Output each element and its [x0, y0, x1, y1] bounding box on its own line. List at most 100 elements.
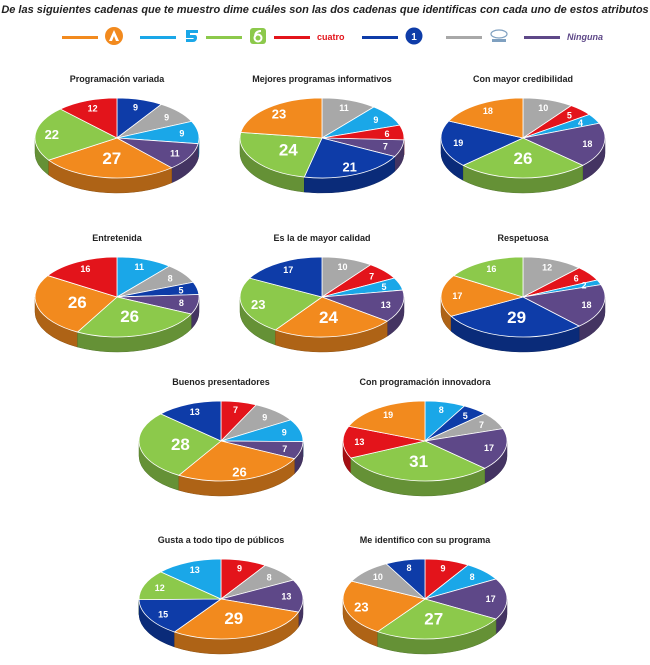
pie-value-label: 31 [409, 452, 428, 471]
pie-value-label: 17 [283, 265, 293, 275]
pie-title: Es la de mayor calidad [273, 233, 370, 243]
pie-value-label: 8 [267, 573, 272, 583]
legend-swatch-lasexta [206, 36, 242, 39]
pie-value-label: 18 [483, 106, 493, 116]
pie-value-label: 12 [155, 583, 165, 593]
pie-value-label: 9 [179, 129, 184, 139]
pie-value-label: 28 [171, 435, 190, 454]
pie-slice-la1 [440, 120, 525, 166]
pie-slice-ninguna [220, 579, 304, 613]
pie-value-label: 12 [88, 104, 98, 114]
pie-slice-antena3 [240, 97, 323, 139]
svg-text:cuatro: cuatro [317, 32, 345, 42]
legend-swatch-telecinco [140, 36, 176, 39]
pie-value-label: 17 [486, 594, 496, 604]
pie-value-label: 17 [452, 291, 462, 301]
pie-slice-antena3 [342, 580, 426, 633]
pie-value-label: 7 [369, 271, 374, 281]
pie-value-label: 23 [272, 107, 286, 122]
pie-slice-antena3 [173, 598, 300, 640]
pie-value-label: 7 [233, 405, 238, 415]
pie-value-label: 8 [168, 273, 173, 283]
pie-chart-7: Buenos presentadores 7 9 9 7 26 28 13 [138, 377, 304, 497]
pie-title: Respetuosa [497, 233, 549, 243]
pie-slice-antena3 [274, 296, 389, 338]
pie-value-label: 16 [80, 264, 90, 274]
pie-chart-2: Mejores programas informativos 11 96 7 21 24 2… [239, 74, 405, 194]
pie-slice-lasexta [138, 413, 222, 476]
pie-slice-ninguna [423, 578, 508, 620]
pie-value-label: 11 [339, 103, 349, 113]
pie-value-label: 17 [484, 443, 494, 453]
pie-value-label: 8 [406, 563, 411, 573]
pie-slice-telecinco [159, 558, 222, 600]
pie-value-label: 15 [158, 609, 168, 619]
pie-value-label: 9 [133, 103, 138, 113]
pie-slice-lasexta [376, 598, 497, 640]
svg-text:Ninguna: Ninguna [567, 32, 603, 42]
pie-title: Me identifico con su programa [360, 535, 492, 545]
pie-value-label: 26 [232, 464, 246, 479]
pie-value-label: 23 [251, 297, 265, 312]
pie-value-label: 8 [439, 405, 444, 415]
pie-value-label: 9 [262, 412, 267, 422]
pie-value-label: 18 [582, 300, 592, 310]
legend-swatch-la1 [362, 36, 398, 39]
chart-figure-title: De las siguientes cadenas que te muestro… [1, 4, 649, 16]
pie-slice-lasexta [350, 440, 486, 482]
pie-value-label: 29 [224, 609, 243, 628]
la1-logo-icon: 1 [405, 27, 423, 45]
pie-value-label: 27 [424, 610, 443, 629]
pie-slice-local [522, 256, 581, 298]
pie-slice-antena3 [348, 400, 426, 442]
lasexta-logo-icon [250, 28, 266, 44]
pie-slice-lasexta [138, 571, 222, 601]
pie-slice-lasexta [34, 108, 119, 161]
telecinco-logo-icon [186, 30, 198, 42]
pie-value-label: 19 [453, 138, 463, 148]
pie-slice-antena3 [448, 97, 524, 139]
pie-value-label: 26 [120, 307, 139, 326]
pie-slice-lasexta [239, 277, 323, 331]
pie-slice-lasexta [239, 131, 323, 178]
pie-value-label: 7 [479, 420, 484, 430]
pie-slice-cuatro [59, 97, 118, 139]
pie-value-label: 11 [134, 262, 144, 272]
pie-value-label: 7 [383, 142, 388, 152]
pie-slice-la1 [303, 137, 396, 179]
pie-title: Con programación innovadora [359, 377, 491, 387]
pie-slice-ninguna [521, 122, 606, 166]
pie-value-label: 24 [319, 308, 338, 327]
pie-value-label: 8 [179, 298, 184, 308]
legend: cuatro 1 Ninguna [0, 22, 650, 52]
pie-value-label: 10 [373, 572, 383, 582]
pie-value-label: 13 [281, 592, 291, 602]
pie-value-label: 9 [373, 115, 378, 125]
pie-value-label: 5 [463, 411, 468, 421]
pie-value-label: 4 [578, 118, 583, 128]
svg-text:1: 1 [411, 32, 417, 43]
pie-value-label: 27 [102, 149, 121, 168]
pie-value-label: 6 [574, 273, 579, 283]
pie-slice-la1 [450, 296, 581, 338]
pie-slice-la1 [248, 256, 323, 298]
pie-value-label: 8 [470, 572, 475, 582]
legend-swatch-antena3 [62, 36, 98, 39]
pie-value-label: 10 [337, 262, 347, 272]
pie-chart-3: Con mayor credibilidad 10 54 18 26 19 18 [440, 74, 606, 194]
pie-slice-antena3 [34, 275, 118, 333]
pie-value-label: 23 [354, 599, 368, 614]
pie-value-label: 13 [190, 407, 200, 417]
pie-slice-cuatro [46, 256, 118, 298]
pie-value-label: 13 [190, 565, 200, 575]
pie-chart-8: Con programación innovadora 8 5 7 17 31 13 19 [342, 377, 508, 497]
pie-slice-ninguna [321, 289, 405, 322]
pie-value-label: 26 [68, 293, 87, 312]
pie-value-label: 18 [582, 139, 592, 149]
pie-slice-antena3 [440, 275, 525, 317]
pie-value-label: 5 [381, 282, 386, 292]
pie-value-label: 2 [581, 280, 586, 290]
